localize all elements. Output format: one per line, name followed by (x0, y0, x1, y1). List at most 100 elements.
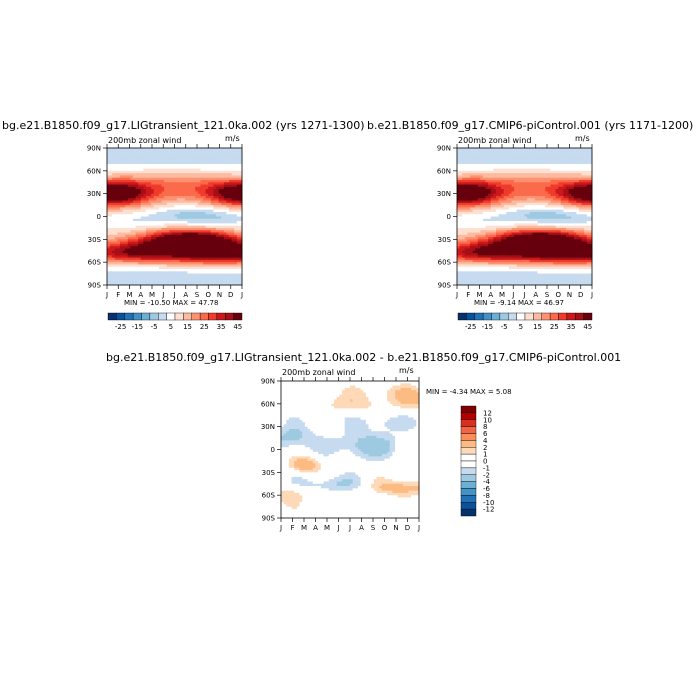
transient-cell (234, 243, 238, 247)
picontrol-cell (490, 161, 494, 165)
transient-cell (161, 257, 165, 261)
transient-cell (179, 152, 183, 156)
picontrol-cell (511, 253, 515, 256)
transient-cell (156, 237, 160, 240)
transient-cell (125, 193, 129, 197)
transient-cell (119, 237, 123, 240)
picontrol-cell (524, 248, 528, 252)
transient-cell (174, 225, 178, 229)
picontrol-cell (459, 211, 463, 215)
transient-cell (184, 246, 188, 249)
picontrol-cell (475, 148, 479, 151)
picontrol-cell (459, 154, 463, 158)
transient-cell (231, 280, 235, 284)
transient-cell (148, 184, 152, 188)
picontrol-cell (527, 259, 531, 263)
transient-cell (107, 237, 110, 240)
transient-cell (117, 170, 121, 174)
transient-cell (148, 198, 152, 201)
transient-cell (114, 273, 118, 277)
transient-cell (218, 148, 222, 151)
transient-cell (187, 230, 191, 233)
transient-cell (223, 200, 227, 204)
picontrol-cell (529, 241, 533, 245)
picontrol-cell (480, 282, 484, 286)
transient-cell (200, 246, 204, 249)
transient-cell (229, 209, 233, 213)
picontrol-cell (485, 266, 489, 270)
transient-cell (218, 202, 222, 206)
transient-cell (138, 211, 142, 215)
picontrol-cell (521, 166, 525, 169)
picontrol-cell (464, 250, 468, 254)
transient-cell (203, 166, 207, 169)
picontrol-cell (457, 237, 460, 240)
transient-cell (195, 250, 199, 254)
picontrol-cell (529, 227, 533, 231)
picontrol-cell (467, 266, 471, 270)
picontrol-cell (469, 232, 473, 236)
transient-cell (166, 148, 170, 151)
picontrol-cell (521, 269, 525, 272)
picontrol-cell (472, 218, 476, 222)
picontrol-cell (485, 200, 489, 204)
picontrol-cell (480, 269, 484, 272)
transient-cell (179, 209, 183, 213)
transient-cell (127, 159, 131, 163)
picontrol-cell (488, 246, 492, 249)
transient-cell (229, 255, 233, 258)
transient-cell (216, 234, 220, 238)
transient-cell (107, 177, 110, 181)
picontrol-cell (493, 193, 497, 197)
transient-cell (200, 211, 204, 215)
picontrol-cell (501, 154, 505, 158)
picontrol-cell (521, 282, 525, 286)
transient-cell (140, 250, 144, 254)
picontrol-cell (457, 234, 460, 238)
transient-cell (130, 157, 134, 160)
picontrol-cell (501, 271, 505, 274)
transient-cell (132, 230, 136, 233)
transient-cell (151, 246, 155, 249)
transient-cell (158, 257, 162, 261)
transient-cell (164, 221, 168, 224)
transient-cell (130, 248, 134, 252)
transient-cell (156, 259, 160, 263)
transient-cell (221, 152, 225, 156)
transient-cell (171, 163, 175, 167)
transient-cell (132, 221, 136, 224)
transient-cell (226, 275, 230, 279)
transient-cell (184, 255, 188, 258)
transient-cell (208, 237, 212, 240)
picontrol-cell (490, 163, 494, 167)
transient-cell (156, 253, 160, 256)
transient-cell (138, 150, 142, 153)
picontrol-cell (475, 209, 479, 213)
picontrol-cell (524, 280, 528, 284)
transient-cell (223, 209, 227, 213)
picontrol-cell (459, 159, 463, 163)
picontrol-cell (508, 168, 512, 172)
transient-cell (174, 232, 178, 236)
picontrol-cell (477, 177, 481, 181)
picontrol-cell (503, 269, 507, 272)
transient-cell (218, 280, 222, 284)
transient-cell (174, 234, 178, 238)
transient-cell (119, 182, 123, 185)
transient-cell (197, 234, 201, 238)
transient-cell (203, 202, 207, 206)
transient-cell (234, 168, 238, 172)
transient-cell (169, 175, 173, 179)
picontrol-cell (506, 218, 510, 222)
picontrol-cell (529, 166, 533, 169)
picontrol-cell (514, 239, 518, 243)
transient-cell (140, 209, 144, 213)
transient-cell (192, 234, 196, 238)
transient-cell (223, 246, 227, 249)
transient-cell (179, 275, 183, 279)
picontrol-cell (532, 253, 536, 256)
transient-cell (234, 166, 238, 169)
picontrol-cell (480, 179, 484, 183)
picontrol-cell (457, 271, 460, 274)
transient-cell (138, 161, 142, 165)
